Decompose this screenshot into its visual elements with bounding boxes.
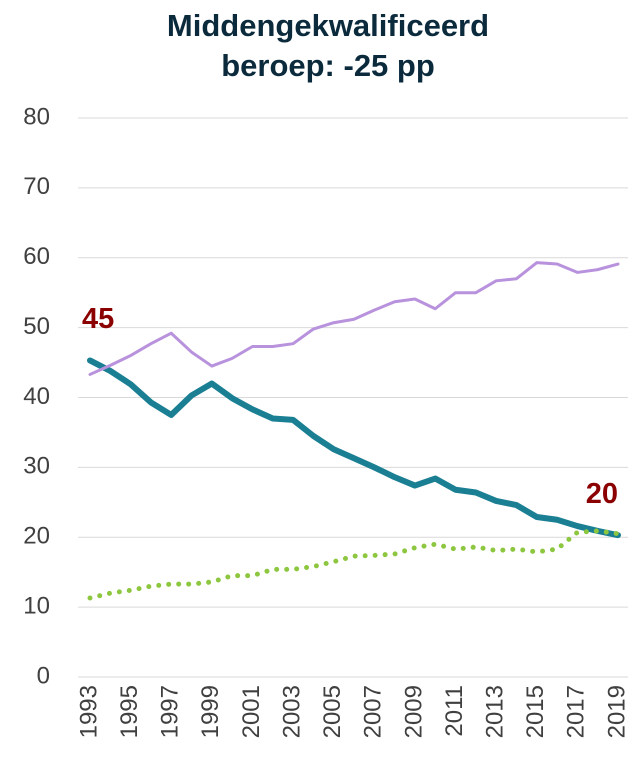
series-line [87, 528, 621, 601]
x-tick-label: 2013 [481, 685, 508, 738]
x-tick-label: 2011 [441, 685, 468, 737]
y-tick-label: 0 [37, 662, 50, 689]
x-tick-label: 2017 [563, 685, 590, 738]
x-tick-label: 2007 [360, 685, 387, 738]
value-label: 45 [82, 303, 114, 335]
x-tick-label: 1997 [157, 685, 184, 738]
x-tick-label: 1993 [75, 685, 102, 738]
y-tick-label: 20 [23, 523, 50, 550]
y-tick-label: 10 [23, 592, 50, 619]
series-line [87, 357, 621, 539]
x-tick-label: 1995 [116, 685, 143, 738]
x-tick-label: 2015 [522, 685, 549, 738]
x-tick-label: 2005 [319, 685, 346, 738]
y-tick-label: 40 [23, 383, 50, 410]
series-line [88, 261, 620, 376]
chart-title: Middengekwalificeerd beroep: -25 pp [166, 8, 490, 83]
y-tick-label: 50 [23, 313, 50, 340]
value-label: 20 [586, 478, 618, 510]
x-tick-label: 1999 [197, 685, 224, 738]
y-tick-label: 80 [23, 103, 50, 130]
y-tick-label: 70 [23, 173, 50, 200]
x-tick-label: 2003 [278, 685, 305, 738]
y-tick-label: 60 [23, 243, 50, 270]
y-tick-label: 30 [23, 453, 50, 480]
x-tick-label: 2001 [238, 685, 265, 738]
x-tick-label: 2019 [603, 685, 628, 738]
x-tick-label: 2009 [400, 685, 427, 738]
